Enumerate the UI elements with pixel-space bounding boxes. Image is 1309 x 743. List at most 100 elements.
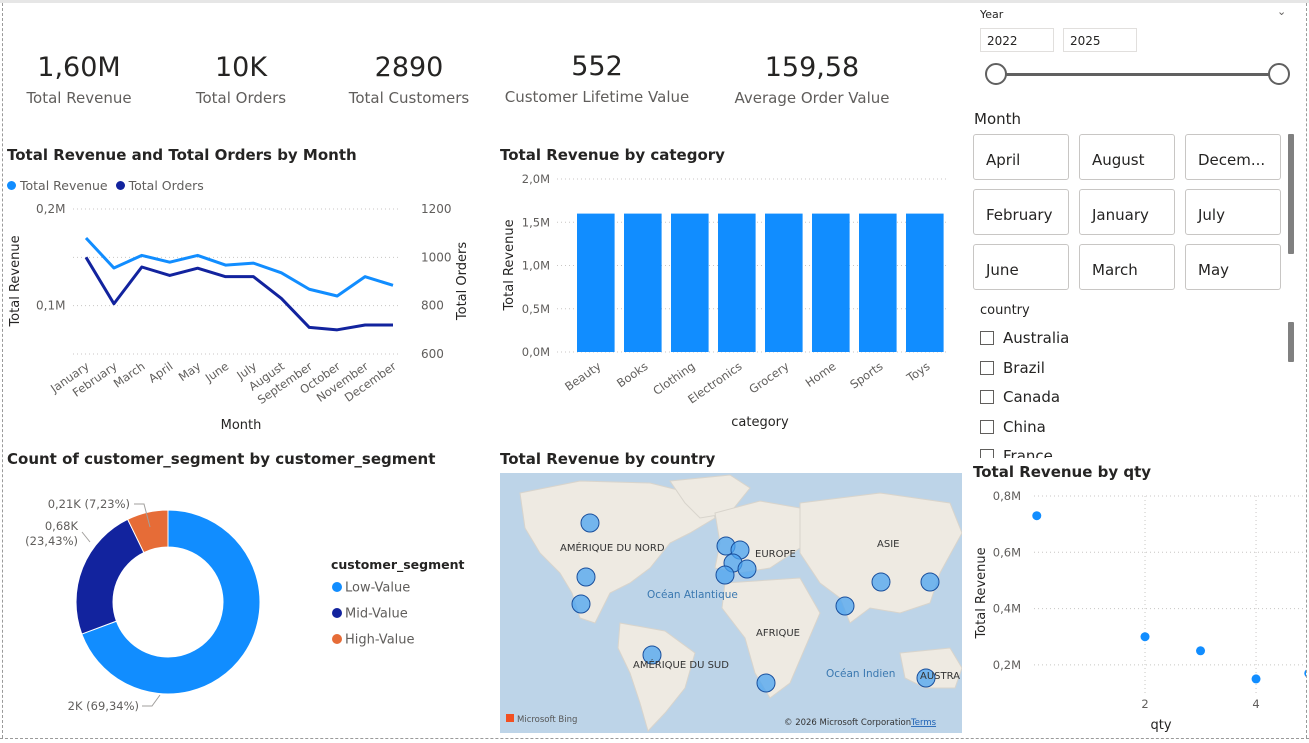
- x-tick-label: 2: [1141, 697, 1148, 711]
- map-label-africa: AFRIQUE: [756, 628, 800, 639]
- x-tick-label: May: [176, 359, 204, 384]
- month-tile-august[interactable]: August: [1079, 134, 1175, 180]
- kpi-total-customers[interactable]: 2890 Total Customers: [340, 52, 478, 107]
- month-tile-july[interactable]: July: [1185, 189, 1281, 235]
- line-chart[interactable]: 120010008006000,2M0,1MJanuaryFebruaryMar…: [0, 195, 480, 440]
- y2-tick-label: 800: [421, 299, 444, 313]
- scatter-point: [1304, 669, 1306, 677]
- world-map[interactable]: AMÉRIQUE DU NORD EUROPE ASIE Océan Atlan…: [500, 473, 962, 733]
- map-bubble: [835, 596, 855, 616]
- country-slicer-scrollbar[interactable]: [1288, 322, 1294, 362]
- country-option-canada[interactable]: Canada: [980, 388, 1060, 406]
- y-axis-title: Total Revenue: [8, 235, 23, 327]
- month-tile-december[interactable]: Decem...: [1185, 134, 1281, 180]
- y2-tick-label: 600: [421, 347, 444, 361]
- y-axis-title: Total Revenue: [502, 219, 517, 311]
- map-label-north-america: AMÉRIQUE DU NORD: [560, 541, 665, 554]
- leader-line: [142, 694, 161, 707]
- checkbox[interactable]: [980, 361, 994, 375]
- map-bing-label: Microsoft Bing: [517, 715, 577, 725]
- x-axis-title: qty: [1150, 718, 1171, 733]
- kpi-value: 159,58: [764, 52, 860, 83]
- y-tick-label: 2,0M: [522, 172, 550, 186]
- country-option-france[interactable]: France: [980, 447, 1053, 458]
- chevron-down-icon[interactable]: ⌄: [1277, 5, 1287, 18]
- checkbox[interactable]: [980, 449, 994, 458]
- kpi-customer-lifetime-value[interactable]: 552 Customer Lifetime Value: [500, 51, 694, 106]
- month-tile-february[interactable]: February: [973, 189, 1069, 235]
- y-axis-title: Total Revenue: [974, 547, 989, 639]
- legend-label-revenue[interactable]: Total Revenue: [20, 178, 108, 193]
- y2-axis-title: Total Orders: [455, 242, 470, 321]
- landmass-africa: [721, 577, 821, 699]
- donut-chart[interactable]: 0,21K (7,23%) 0,68K(23,43%) 2K (69,34%) cus…: [0, 480, 480, 735]
- checkbox[interactable]: [980, 420, 994, 434]
- map-terms-link[interactable]: Terms: [910, 718, 937, 728]
- map-label-indian-ocean: Océan Indien: [826, 668, 895, 680]
- y-tick-label: 0,0M: [522, 345, 550, 359]
- map-label-australia: AUSTRA: [920, 671, 960, 682]
- kpi-total-revenue[interactable]: 1,60M Total Revenue: [18, 52, 140, 107]
- map-title: Total Revenue by country: [500, 450, 716, 468]
- scatter-point: [1032, 511, 1042, 521]
- month-tile-may[interactable]: May: [1185, 244, 1281, 290]
- country-option-label: Australia: [1003, 329, 1070, 347]
- page-border-bottom: [0, 738, 1309, 739]
- orders-line: [84, 256, 393, 332]
- year-to-input[interactable]: 2025: [1063, 28, 1137, 52]
- scatter-chart[interactable]: 0,8M 0,6M 0,4M 0,2M 2 4 qty Total Revenue: [970, 480, 1306, 735]
- map-attribution: © 2026 Microsoft Corporation: [784, 718, 911, 728]
- month-tile-march[interactable]: March: [1079, 244, 1175, 290]
- map-bubbles: [571, 513, 940, 693]
- month-tile-january[interactable]: January: [1079, 189, 1175, 235]
- checkbox[interactable]: [980, 390, 994, 404]
- month-tile-april[interactable]: April: [973, 134, 1069, 180]
- bar: [812, 213, 850, 352]
- bar-chart-title: Total Revenue by category: [500, 146, 725, 164]
- kpi-label: Average Order Value: [734, 89, 890, 107]
- country-option-brazil[interactable]: Brazil: [980, 359, 1045, 377]
- kpi-average-order-value[interactable]: 159,58 Average Order Value: [720, 52, 904, 107]
- legend-title: customer_segment: [331, 557, 464, 573]
- kpi-label: Total Revenue: [26, 89, 132, 107]
- page-border-right: [1306, 3, 1307, 738]
- y-tick-label: 0,1M: [36, 299, 65, 313]
- line-chart-title: Total Revenue and Total Orders by Month: [7, 146, 357, 164]
- slice-label-low-value: 2K (69,34%): [68, 699, 139, 713]
- map-bubble: [715, 565, 735, 585]
- legend-label-orders[interactable]: Total Orders: [128, 178, 204, 193]
- landmass-asia: [799, 492, 962, 624]
- year-from-input[interactable]: 2022: [980, 28, 1054, 52]
- x-tick-label: Beauty: [562, 359, 603, 394]
- y-tick-label: 0,2M: [993, 658, 1021, 672]
- y-tick-label: 1,5M: [522, 215, 550, 229]
- kpi-total-orders[interactable]: 10K Total Orders: [180, 52, 302, 107]
- landmass-australia: [899, 647, 962, 689]
- country-option-china[interactable]: China: [980, 418, 1046, 436]
- legend-label: High-Value: [345, 633, 415, 648]
- month-slicer-scrollbar[interactable]: [1288, 134, 1294, 254]
- x-tick-label: Books: [614, 359, 650, 390]
- bing-logo-icon: [506, 714, 514, 722]
- bar: [859, 213, 897, 352]
- year-slider-end-handle[interactable]: [1268, 63, 1290, 85]
- country-option-australia[interactable]: Australia: [980, 329, 1069, 347]
- slice-label-mid-value-pct: (23,43%): [25, 534, 78, 548]
- month-tile-june[interactable]: June: [973, 244, 1069, 290]
- country-slicer-label: country: [980, 303, 1030, 318]
- year-slider-track[interactable]: [996, 73, 1280, 76]
- year-slider-start-handle[interactable]: [985, 63, 1007, 85]
- x-tick-label: June: [202, 359, 231, 385]
- map-label-europe: EUROPE: [755, 549, 796, 560]
- y-tick-label: 1,0M: [522, 259, 550, 273]
- x-tick-label: March: [111, 359, 148, 391]
- kpi-value: 10K: [214, 52, 268, 83]
- kpi-label: Total Customers: [348, 89, 470, 107]
- x-tick-label: Sports: [847, 359, 885, 392]
- map-label-atlantic: Océan Atlantique: [647, 589, 738, 601]
- y-tick-label: 0,2M: [36, 202, 65, 216]
- kpi-value: 552: [571, 51, 623, 82]
- x-tick-label: 4: [1252, 697, 1259, 711]
- checkbox[interactable]: [980, 331, 994, 345]
